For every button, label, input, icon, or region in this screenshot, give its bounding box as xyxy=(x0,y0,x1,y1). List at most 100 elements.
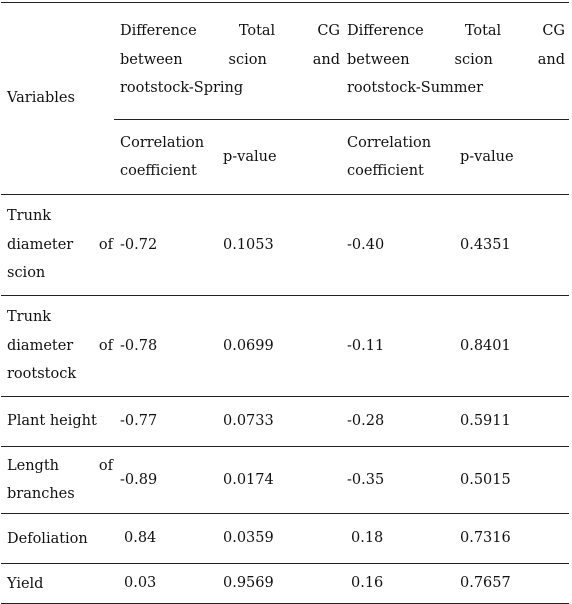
variable-word: Length xyxy=(7,457,59,474)
group-header-spring: Difference Total CG between scion and ro… xyxy=(114,2,341,120)
spring-corr-cell-value: 0.03 xyxy=(124,575,157,592)
summer-pvalue-cell-value: 0.8401 xyxy=(460,337,511,354)
summer-pvalue-cell: 0.7316 xyxy=(454,513,569,564)
subheader-pvalue-label: p-value xyxy=(460,148,514,165)
spring-corr-cell-value: -0.72 xyxy=(120,236,158,253)
summer-corr-cell-value: 0.18 xyxy=(351,530,384,547)
variable-cell: Length of branches xyxy=(1,446,114,514)
summer-corr-cell: -0.35 xyxy=(341,446,454,514)
subheader-spring-pvalue: p-value xyxy=(217,119,341,195)
variable-cell: Plant height xyxy=(1,396,114,447)
group-spring-word: Difference xyxy=(120,23,197,39)
group-spring-word: and xyxy=(312,51,340,68)
variable-cell: Trunk diameter of rootstock xyxy=(1,295,114,397)
table-row: Length of branches -0.89 0.0174 -0.35 0.5015 xyxy=(1,446,569,514)
summer-corr-cell: -0.11 xyxy=(341,295,454,397)
group-spring-line1: Difference Total CG xyxy=(120,17,340,46)
spring-pvalue-cell-value: 0.1053 xyxy=(223,236,274,253)
group-header-summer: Difference Total CG between scion and ro… xyxy=(341,2,569,120)
summer-corr-cell-value: 0.16 xyxy=(351,575,384,592)
summer-pvalue-cell: 0.5015 xyxy=(454,446,569,514)
spring-pvalue-cell: 0.0174 xyxy=(217,446,341,514)
spring-corr-cell-value: -0.89 xyxy=(120,471,158,488)
spring-pvalue-cell: 0.1053 xyxy=(217,194,341,296)
variable-word: of xyxy=(98,457,113,474)
variable-word: diameter xyxy=(7,236,74,253)
variable-cell: Defoliation xyxy=(1,513,114,564)
spring-pvalue-cell: 0.9569 xyxy=(217,563,341,604)
variable-word: Trunk xyxy=(7,208,52,225)
group-spring-word: Total xyxy=(238,23,276,39)
summer-corr-cell-value: -0.35 xyxy=(347,471,385,488)
variable-line: scion xyxy=(7,259,113,288)
subheader-corr-line1: Correlation xyxy=(120,134,205,151)
spring-pvalue-cell-value: 0.0699 xyxy=(223,337,274,354)
spring-corr-cell-value: 0.84 xyxy=(124,530,157,547)
group-summer-line3: rootstock-Summer xyxy=(347,80,484,96)
variable-word: Trunk xyxy=(7,309,52,326)
variable-word: diameter xyxy=(7,337,74,354)
spring-pvalue-cell: 0.0699 xyxy=(217,295,341,397)
variable-line: Trunk xyxy=(7,202,113,231)
spring-corr-cell-value: -0.78 xyxy=(120,337,158,354)
variable-word: Defoliation xyxy=(7,531,88,548)
variable-word: scion xyxy=(7,265,46,282)
summer-corr-cell: -0.40 xyxy=(341,194,454,296)
summer-corr-cell: 0.18 xyxy=(341,513,454,564)
variables-header-label: Variables xyxy=(7,90,75,107)
group-spring-word: CG xyxy=(317,23,340,39)
variable-word: rootstock xyxy=(7,366,77,383)
group-spring-line3: rootstock-Spring xyxy=(120,80,244,96)
subheader-corr-line2: coefficient xyxy=(347,163,424,179)
variable-word: branches xyxy=(7,486,75,502)
summer-corr-cell-value: -0.28 xyxy=(347,413,385,430)
variable-cell: Yield xyxy=(1,563,114,604)
subheader-pvalue-label: p-value xyxy=(223,148,277,165)
spring-pvalue-cell-value: 0.0174 xyxy=(223,471,274,488)
spring-corr-cell: 0.03 xyxy=(114,563,217,604)
group-spring-word: between xyxy=(120,51,183,68)
variable-word: Plant height xyxy=(7,413,97,430)
summer-pvalue-cell-value: 0.5911 xyxy=(460,413,511,430)
group-summer-word: Difference xyxy=(347,23,424,39)
variable-line: diameter of xyxy=(7,231,113,260)
spring-pvalue-cell: 0.0359 xyxy=(217,513,341,564)
spring-corr-cell: 0.84 xyxy=(114,513,217,564)
subheader-summer-pvalue: p-value xyxy=(454,119,569,195)
subheader-summer-corr: Correlation coefficient xyxy=(341,119,454,195)
group-summer-line2: between scion and xyxy=(347,46,565,75)
variable-line: branches xyxy=(7,480,113,509)
summer-pvalue-cell: 0.7657 xyxy=(454,563,569,604)
group-summer-word: and xyxy=(537,51,565,68)
spring-corr-cell: -0.78 xyxy=(114,295,217,397)
variables-header: Variables xyxy=(1,2,114,195)
group-spring-word: scion xyxy=(228,51,267,68)
table-row: Yield 0.03 0.9569 0.16 0.7657 xyxy=(1,563,569,604)
spring-corr-cell-value: -0.77 xyxy=(120,413,158,430)
summer-pvalue-cell: 0.5911 xyxy=(454,396,569,447)
variable-line: Defoliation xyxy=(7,525,113,554)
spring-pvalue-cell-value: 0.0359 xyxy=(223,530,274,547)
table-row: Plant height -0.77 0.0733 -0.28 0.5911 xyxy=(1,396,569,447)
summer-corr-cell-value: -0.40 xyxy=(347,236,385,253)
summer-corr-cell-value: -0.11 xyxy=(347,337,385,354)
summer-pvalue-cell: 0.4351 xyxy=(454,194,569,296)
variable-cell: Trunk diameter of scion xyxy=(1,194,114,296)
variable-word: Yield xyxy=(7,576,44,593)
spring-pvalue-cell-value: 0.0733 xyxy=(223,413,274,430)
variable-line: rootstock xyxy=(7,360,113,389)
spring-corr-cell: -0.77 xyxy=(114,396,217,447)
summer-pvalue-cell-value: 0.7316 xyxy=(460,530,511,547)
group-summer-word: between xyxy=(347,51,410,68)
spring-corr-cell: -0.72 xyxy=(114,194,217,296)
spring-corr-cell: -0.89 xyxy=(114,446,217,514)
variable-line: Length of xyxy=(7,452,113,481)
summer-corr-cell: -0.28 xyxy=(341,396,454,447)
subheader-spring-corr: Correlation coefficient xyxy=(114,119,217,195)
spring-pvalue-cell-value: 0.9569 xyxy=(223,575,274,592)
variable-line: Yield xyxy=(7,570,113,599)
spring-pvalue-cell: 0.0733 xyxy=(217,396,341,447)
summer-pvalue-cell-value: 0.7657 xyxy=(460,575,511,592)
